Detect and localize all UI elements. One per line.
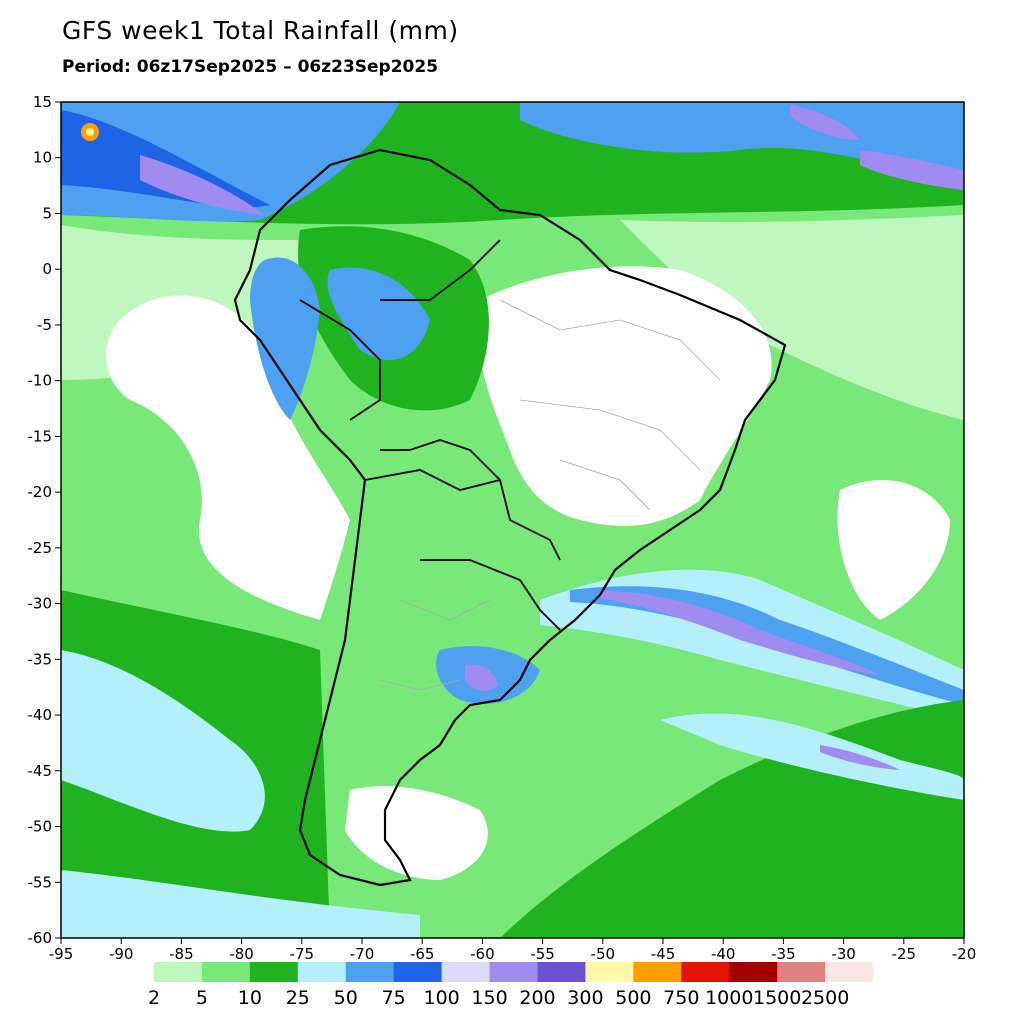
legend: 2 5 10 25 50 75 100 150 200 300 500 750 1000 1500 2500 bbox=[148, 962, 922, 1009]
rain-shade-dry-patagonia bbox=[345, 786, 488, 880]
legend-swatch bbox=[489, 962, 538, 982]
legend-level-label: 2 bbox=[148, 987, 160, 1009]
rain-shade-pacific-heavy bbox=[61, 110, 270, 208]
lon-tick-label: -60 bbox=[470, 945, 495, 963]
lat-tick-label: 15 bbox=[33, 93, 52, 111]
lat-axis: 15 10 5 0 -5 -10 -15 -20 -25 -30 -35 -40 -45 -50 -55 -6… bbox=[28, 93, 61, 947]
rain-shade-atlantic-itcz bbox=[520, 102, 964, 175]
rain-shade-atlantic-front-blue bbox=[570, 586, 964, 705]
lat-tick-label: -60 bbox=[28, 929, 53, 947]
lon-tick-label: -95 bbox=[49, 945, 74, 963]
lon-tick-label: -25 bbox=[892, 945, 917, 963]
rain-shade-light-atlantic bbox=[620, 215, 964, 420]
legend-swatch bbox=[585, 962, 634, 982]
legend-level-label: 100 bbox=[423, 987, 459, 1009]
legend-level-label: 1000 bbox=[705, 987, 753, 1009]
rain-shade-max-yellow bbox=[86, 128, 94, 136]
lat-tick-label: 10 bbox=[33, 149, 52, 167]
lat-tick-label: -15 bbox=[28, 427, 53, 445]
lon-tick-label: -80 bbox=[229, 945, 254, 963]
legend-level-label: 10 bbox=[238, 987, 262, 1009]
rain-shade-amazon-blue bbox=[327, 267, 430, 360]
lat-tick-label: -10 bbox=[28, 372, 53, 390]
lon-tick-label: -45 bbox=[651, 945, 676, 963]
lon-tick-label: -30 bbox=[831, 945, 856, 963]
map-title: GFS week1 Total Rainfall (mm) bbox=[62, 16, 459, 45]
legend-swatch bbox=[681, 962, 730, 982]
country-borders bbox=[299, 239, 561, 631]
legend-level-label: 2500 bbox=[801, 987, 849, 1009]
rainfall-field bbox=[61, 102, 964, 938]
legend-level-label: 200 bbox=[519, 987, 555, 1009]
rain-shade-la-plata-violet bbox=[465, 664, 498, 692]
lat-tick-label: -45 bbox=[28, 762, 53, 780]
lat-tick-label: -55 bbox=[28, 873, 53, 891]
legend-level-label: 1500 bbox=[753, 987, 801, 1009]
lon-tick-label: -50 bbox=[591, 945, 616, 963]
rain-shade-atlantic-front-violet bbox=[600, 590, 880, 675]
legend-swatch bbox=[249, 962, 299, 982]
plot-frame bbox=[60, 101, 965, 939]
lat-tick-label: -20 bbox=[28, 483, 53, 501]
legend-level-label: 5 bbox=[196, 987, 208, 1009]
rain-shade-pacific-violet bbox=[140, 155, 265, 215]
legend-level-label: 50 bbox=[334, 987, 358, 1009]
rain-shade-atlantic-violet2 bbox=[790, 105, 860, 140]
lon-tick-label: -65 bbox=[410, 945, 435, 963]
lat-tick-label: -35 bbox=[28, 650, 53, 668]
lon-tick-label: -35 bbox=[771, 945, 796, 963]
rain-shade-southern-atlantic-violet bbox=[820, 745, 900, 770]
lon-tick-label: -75 bbox=[290, 945, 315, 963]
lon-tick-label: -55 bbox=[530, 945, 555, 963]
lat-tick-label: 5 bbox=[42, 204, 52, 222]
lon-tick-label: -20 bbox=[952, 945, 977, 963]
legend-level-label: 750 bbox=[663, 987, 699, 1009]
rain-shade-dry-pacific bbox=[106, 295, 350, 620]
lon-axis: -95 -90 -85 -80 -75 -70 -65 -60 -55 -50 -45 -40 -35 -… bbox=[49, 938, 977, 963]
continent-outline bbox=[233, 148, 787, 887]
legend-swatch bbox=[537, 962, 586, 982]
legend-swatch bbox=[297, 962, 347, 982]
lat-tick-label: -30 bbox=[28, 595, 53, 613]
legend-swatch bbox=[777, 962, 826, 982]
lat-tick-label: -5 bbox=[37, 316, 52, 334]
legend-swatch bbox=[345, 962, 395, 982]
legend-swatch bbox=[201, 962, 251, 982]
lon-tick-label: -90 bbox=[109, 945, 134, 963]
lon-tick-label: -40 bbox=[711, 945, 736, 963]
legend-swatch bbox=[441, 962, 491, 982]
legend-level-label: 300 bbox=[567, 987, 603, 1009]
rain-shade-atlantic-violet bbox=[860, 150, 964, 190]
legend-swatch bbox=[729, 962, 778, 982]
legend-level-label: 75 bbox=[382, 987, 406, 1009]
lat-tick-label: -25 bbox=[28, 539, 53, 557]
legend-swatch bbox=[633, 962, 682, 982]
lon-tick-label: -70 bbox=[350, 945, 375, 963]
map-period: Period: 06z17Sep2025 – 06z23Sep2025 bbox=[62, 57, 439, 77]
lat-tick-label: -50 bbox=[28, 818, 53, 836]
rain-shade-southern-cyan-bottom bbox=[61, 870, 420, 938]
state-borders bbox=[379, 299, 721, 691]
rain-shade-andes-blue bbox=[250, 257, 320, 420]
legend-swatch bbox=[154, 962, 203, 982]
lat-tick-label: 0 bbox=[42, 260, 52, 278]
rain-shade-southern-pacific-cyan bbox=[61, 650, 265, 832]
legend-level-label: 150 bbox=[471, 987, 507, 1009]
lon-tick-label: -85 bbox=[169, 945, 194, 963]
legend-level-label: 25 bbox=[286, 987, 310, 1009]
rain-shade-southern-atlantic-cyan bbox=[660, 713, 964, 800]
legend-swatch bbox=[825, 962, 874, 982]
legend-swatch bbox=[393, 962, 443, 982]
legend-swatch bbox=[873, 962, 922, 982]
rain-shade-dry-brazil bbox=[477, 266, 772, 526]
rain-shade-dry-east-atlantic bbox=[837, 480, 950, 620]
legend-level-label: 500 bbox=[615, 987, 651, 1009]
lat-tick-label: -40 bbox=[28, 706, 53, 724]
